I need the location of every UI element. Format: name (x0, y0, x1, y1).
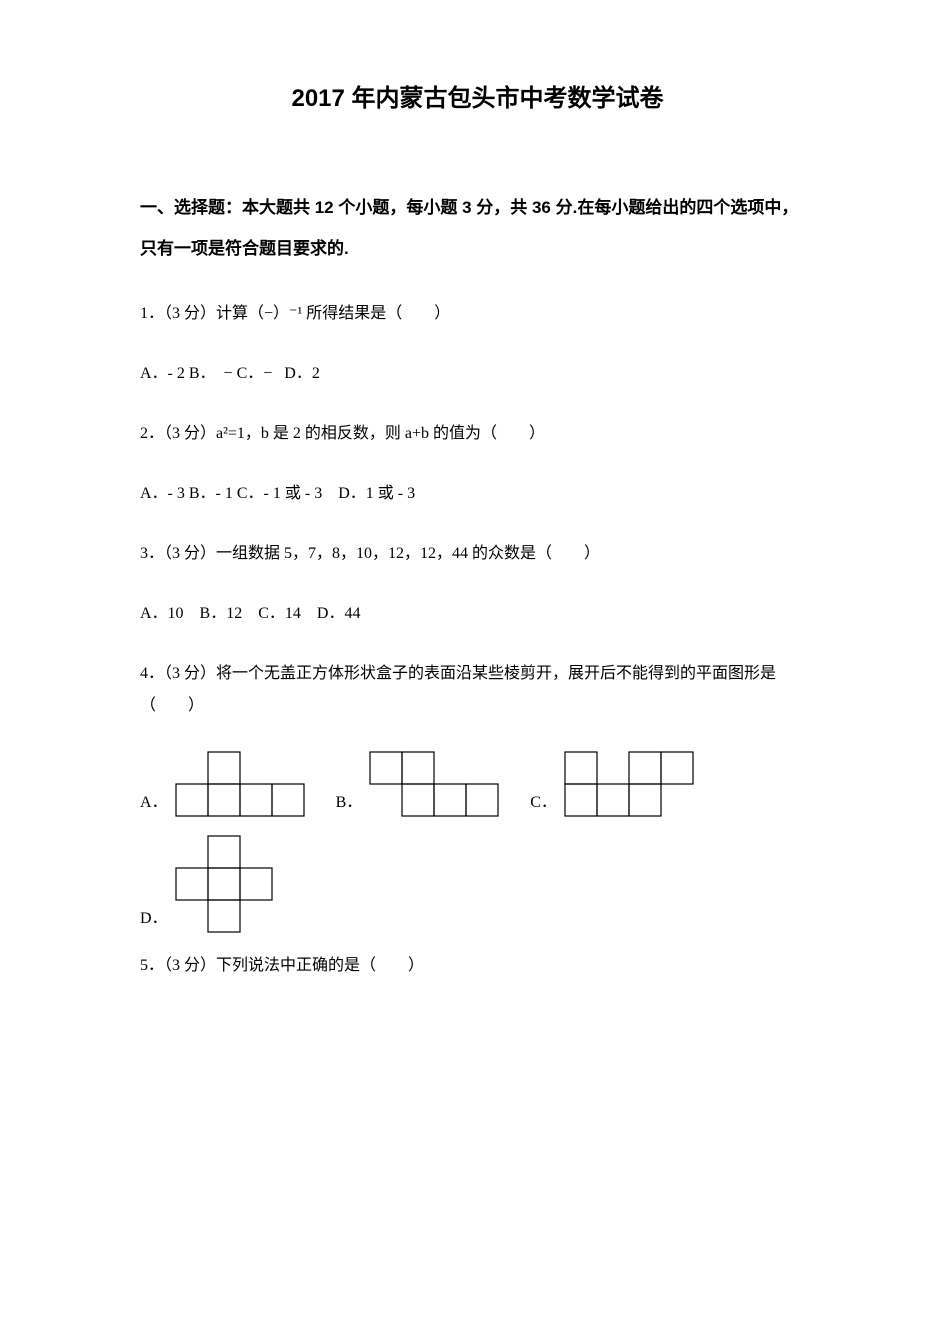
question-4-option-b: B． (336, 750, 501, 818)
question-5-text: 5．（3 分）下列说法中正确的是（ ） (140, 950, 815, 982)
option-b-label: B． (336, 790, 363, 818)
net-figure-d (174, 834, 274, 934)
question-4-option-d: D． (140, 834, 274, 934)
question-4-figures-row2: D． (140, 834, 815, 934)
question-1-text: 1．（3 分）计算（−）⁻¹ 所得结果是（ ） (140, 298, 815, 330)
net-figure-a (174, 750, 306, 818)
question-2-options: A．- 3 B．- 1 C．- 1 或 - 3 D．1 或 - 3 (140, 478, 815, 510)
net-figure-c (563, 750, 695, 818)
option-c-label: C． (530, 790, 557, 818)
option-d-label: D． (140, 906, 168, 934)
question-4-option-c: C． (530, 750, 695, 818)
net-figure-b (368, 750, 500, 818)
question-4-figures-row1: A． B． C． (140, 750, 815, 818)
question-2-text: 2．（3 分）a²=1，b 是 2 的相反数，则 a+b 的值为（ ） (140, 418, 815, 450)
section-1-header: 一、选择题：本大题共 12 个小题，每小题 3 分，共 36 分.在每小题给出的… (140, 188, 815, 270)
question-1-options: A．- 2 B． − C．− D．2 (140, 358, 815, 390)
question-4-text: 4．（3 分）将一个无盖正方体形状盒子的表面沿某些棱剪开，展开后不能得到的平面图… (140, 658, 815, 722)
option-a-label: A． (140, 790, 168, 818)
exam-title: 2017 年内蒙古包头市中考数学试卷 (140, 80, 815, 118)
question-3-text: 3．（3 分）一组数据 5，7，8，10，12，12，44 的众数是（ ） (140, 538, 815, 570)
question-3-options: A．10 B．12 C．14 D．44 (140, 598, 815, 630)
question-4-option-a: A． (140, 750, 306, 818)
